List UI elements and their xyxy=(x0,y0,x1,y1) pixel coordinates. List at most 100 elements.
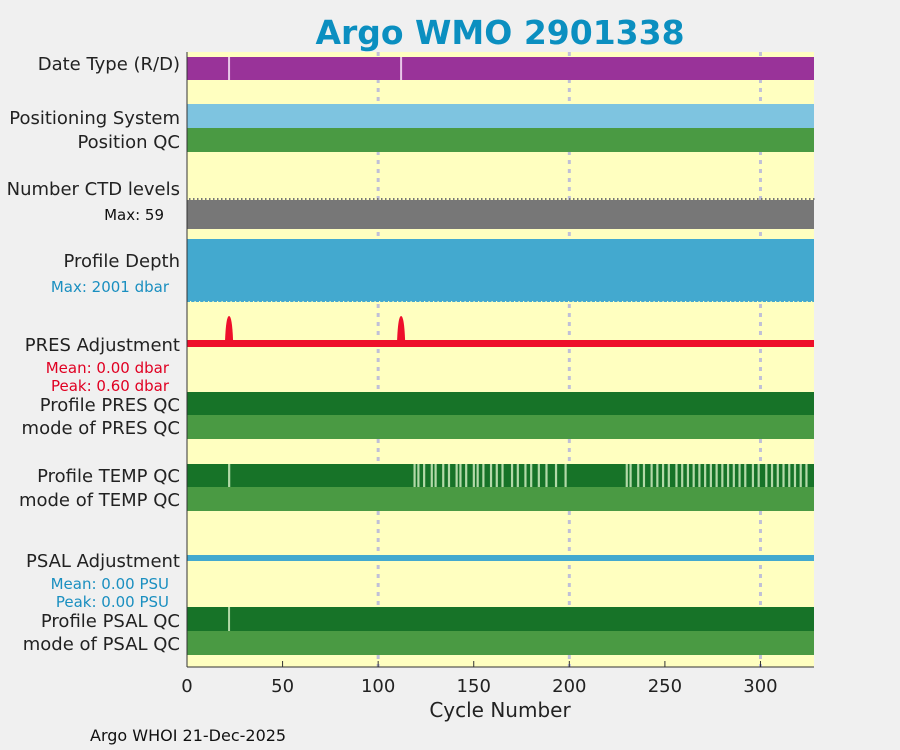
ctd-tick xyxy=(613,198,615,200)
light-mark-198 xyxy=(564,464,567,487)
bar-psal-adjustment xyxy=(187,555,814,561)
ctd-tick xyxy=(637,198,639,200)
depth-notch xyxy=(406,301,408,303)
label-pres-adjustment: PRES Adjustment xyxy=(25,335,180,356)
light-mark-193 xyxy=(554,464,558,487)
ctd-tick xyxy=(597,198,599,200)
ctd-tick xyxy=(281,198,283,200)
ctd-tick xyxy=(333,198,335,200)
ctd-tick xyxy=(373,198,375,200)
label-position-qc: Position QC xyxy=(77,132,180,153)
x-tick-label-50: 50 xyxy=(271,676,294,697)
light-mark-309 xyxy=(776,464,779,487)
depth-notch xyxy=(725,301,727,303)
bar-mode-pres-qc xyxy=(187,415,814,439)
ctd-tick xyxy=(441,198,443,200)
depth-notch xyxy=(761,301,763,303)
label-positioning-system: Positioning System xyxy=(9,108,180,129)
light-mark-150 xyxy=(472,464,475,487)
ctd-tick xyxy=(381,198,383,200)
depth-notch xyxy=(505,301,507,303)
depth-notch xyxy=(694,301,696,303)
ctd-tick xyxy=(513,198,515,200)
depth-notch xyxy=(374,301,376,303)
bar-position-qc xyxy=(187,128,814,152)
depth-notch xyxy=(460,301,462,303)
ctd-tick xyxy=(209,198,211,200)
depth-notch xyxy=(226,301,228,303)
ctd-tick xyxy=(585,198,587,200)
ctd-tick xyxy=(213,198,215,200)
depth-notch xyxy=(284,301,286,303)
ctd-tick xyxy=(369,198,371,200)
ctd-tick xyxy=(685,198,687,200)
ctd-tick xyxy=(357,198,359,200)
depth-notch xyxy=(451,301,453,303)
depth-notch xyxy=(280,301,282,303)
depth-notch xyxy=(275,301,277,303)
depth-notch xyxy=(325,301,327,303)
depth-notch xyxy=(446,301,448,303)
ctd-tick xyxy=(221,198,223,200)
depth-notch xyxy=(527,301,529,303)
ctd-tick xyxy=(493,198,495,200)
depth-notch xyxy=(383,301,385,303)
ctd-tick xyxy=(477,198,479,200)
depth-notch xyxy=(424,301,426,303)
depth-notch xyxy=(689,301,691,303)
depth-notch xyxy=(235,301,237,303)
ctd-tick xyxy=(393,198,395,200)
ctd-tick xyxy=(569,198,571,200)
light-mark-280 xyxy=(721,464,724,487)
ctd-tick xyxy=(289,198,291,200)
depth-notch xyxy=(203,301,205,303)
bar-mode-psal-qc xyxy=(187,631,814,655)
light-mark-119 xyxy=(413,464,416,487)
depth-notch xyxy=(680,301,682,303)
ctd-tick xyxy=(261,198,263,200)
ctd-tick xyxy=(709,198,711,200)
x-tick-label-150: 150 xyxy=(457,676,491,697)
ctd-tick xyxy=(233,198,235,200)
ctd-tick xyxy=(789,198,791,200)
depth-notch xyxy=(293,301,295,303)
bar-number-ctd-levels xyxy=(187,200,814,229)
ctd-tick xyxy=(405,198,407,200)
depth-notch xyxy=(248,301,250,303)
depth-notch xyxy=(766,301,768,303)
depth-notch xyxy=(244,301,246,303)
depth-notch xyxy=(595,301,597,303)
label-psal-adjustment: PSAL Adjustment xyxy=(26,551,180,572)
ctd-tick xyxy=(565,198,567,200)
ctd-tick xyxy=(317,198,319,200)
ctd-tick xyxy=(777,198,779,200)
depth-notch xyxy=(712,301,714,303)
depth-notch xyxy=(509,301,511,303)
ctd-tick xyxy=(241,198,243,200)
x-tick-label-200: 200 xyxy=(552,676,586,697)
ctd-tick xyxy=(721,198,723,200)
depth-notch xyxy=(217,301,219,303)
depth-notch xyxy=(658,301,660,303)
depth-notch xyxy=(793,301,795,303)
light-mark-292 xyxy=(744,464,747,487)
ctd-tick xyxy=(445,198,447,200)
ctd-tick xyxy=(545,198,547,200)
ctd-tick xyxy=(745,198,747,200)
ctd-tick xyxy=(701,198,703,200)
pres-peak-label: Peak: 0.60 dbar xyxy=(51,377,170,395)
light-mark-243 xyxy=(650,464,653,487)
depth-notch xyxy=(698,301,700,303)
ctd-tick xyxy=(769,198,771,200)
depth-notch xyxy=(199,301,201,303)
ctd-tick xyxy=(225,198,227,200)
depth-notch xyxy=(455,301,457,303)
light-mark-137 xyxy=(447,464,451,487)
ctd-tick xyxy=(285,198,287,200)
ctd-tick xyxy=(341,198,343,200)
light-mark-170 xyxy=(510,464,514,487)
label-profile-depth: Profile Depth xyxy=(63,251,180,272)
light-mark-277 xyxy=(715,464,718,487)
light-mark-188 xyxy=(545,464,548,487)
